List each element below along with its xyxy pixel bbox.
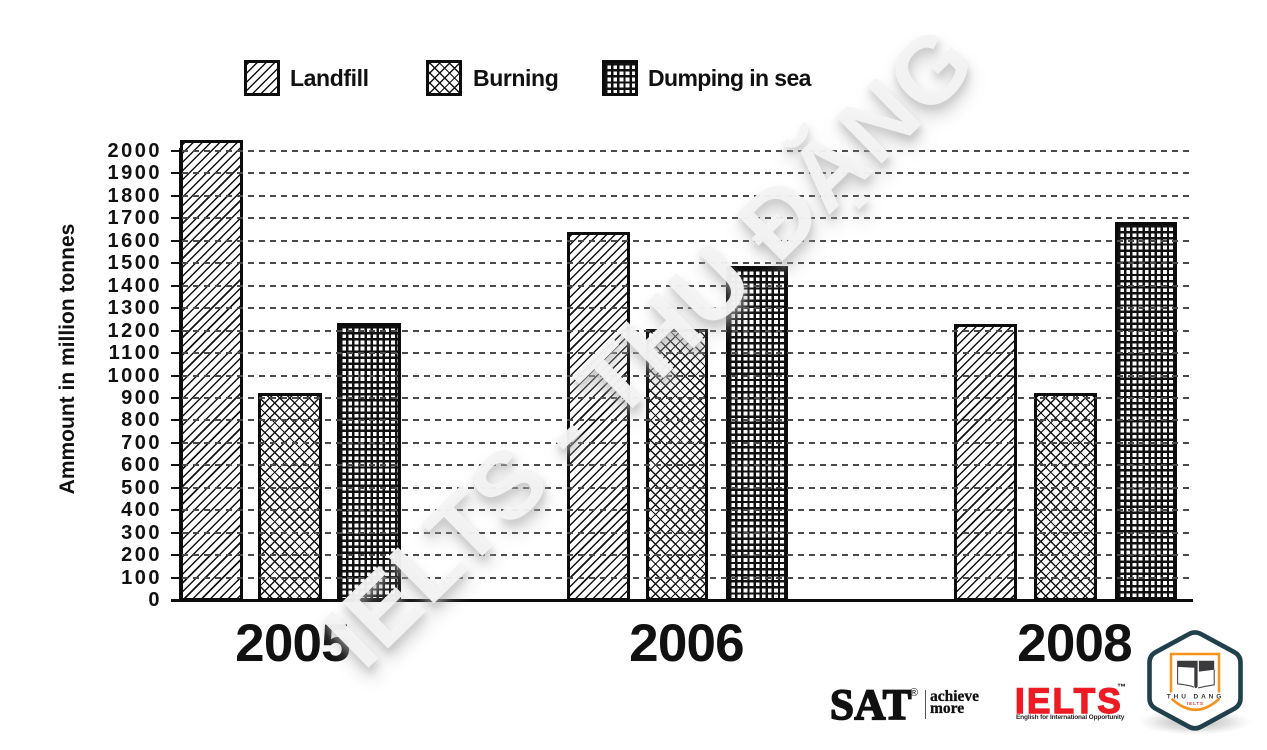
svg-text:IELTS: IELTS: [1187, 701, 1204, 706]
svg-text:THU DANG: THU DANG: [1167, 694, 1225, 701]
